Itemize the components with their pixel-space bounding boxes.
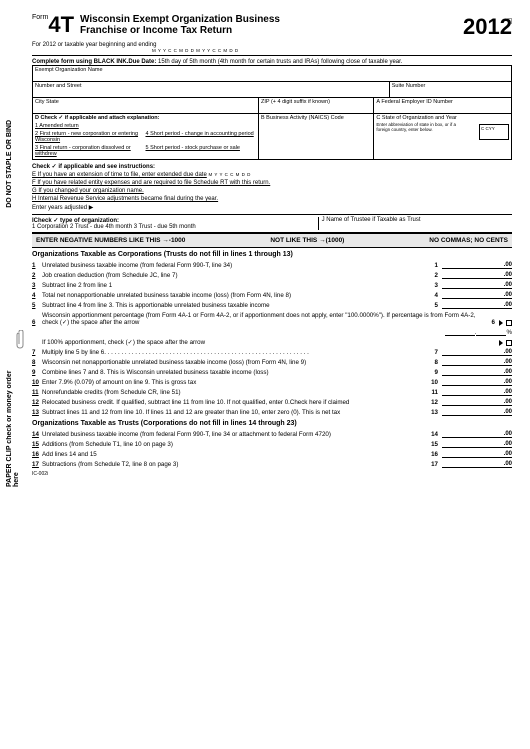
check-6a[interactable] (506, 320, 512, 326)
pct-sign: % (506, 329, 512, 336)
line-15: Additions (from Schedule T1, line 10 on … (42, 441, 430, 448)
amt-9[interactable]: .00 (442, 369, 512, 376)
line-12: Relocated business credit. If qualified,… (42, 399, 430, 406)
paper-clip-text: PAPER CLIP check or money order here (6, 360, 20, 487)
check-e[interactable]: E If you have an extension of time to fi… (32, 172, 207, 178)
amt-15[interactable]: .00 (442, 441, 512, 448)
section-c: C State of Organization and Year Enter a… (374, 113, 512, 160)
line-9: Combine lines 7 and 8. This is Wisconsin… (42, 369, 430, 376)
line-5: Subtract line 4 from line 3. This is app… (42, 302, 430, 309)
tax-year: 2012 (463, 14, 512, 40)
do-not-staple-text: DO NOT STAPLE OR BIND (6, 120, 13, 208)
amt-14[interactable]: .00 (442, 431, 512, 438)
trustee-field[interactable]: J Name of Trustee if Taxable as Trust (318, 217, 512, 230)
form-label: Form (32, 14, 48, 21)
amt-3[interactable]: .00 (442, 282, 512, 289)
negative-numbers-bar: ENTER NEGATIVE NUMBERS LIKE THIS →-1000 … (32, 233, 512, 248)
street-field[interactable]: Number and Street (32, 81, 390, 97)
amt-17[interactable]: .00 (442, 461, 512, 468)
title-line2: Franchise or Income Tax Return (80, 25, 457, 36)
line-6b: If 100% apportionment, check (✓) the spa… (42, 339, 499, 346)
d-opt-1[interactable]: 1 Amended return (35, 123, 256, 129)
suite-field[interactable]: Suite Number (390, 81, 512, 97)
line-17: Subtractions (from Schedule T2, line 8 o… (42, 461, 430, 468)
amt-11[interactable]: .00 (442, 389, 512, 396)
amt-13[interactable]: .00 (442, 409, 512, 416)
fein-field[interactable]: A Federal Employer ID Number (374, 97, 512, 113)
line-1: Unrelated business taxable income (from … (42, 262, 430, 269)
pct-field[interactable] (445, 335, 475, 336)
amt-1[interactable]: .00 (442, 262, 512, 269)
line-14: Unrelated business taxable income (from … (42, 431, 430, 438)
title-line1: Wisconsin Exempt Organization Business (80, 14, 457, 25)
section-corps-title: Organizations Taxable as Corporations (T… (32, 251, 512, 258)
pct-dec-field[interactable] (476, 335, 506, 336)
line-13: Subtract lines 11 and 12 from line 10. I… (42, 409, 430, 416)
amt-4[interactable]: .00 (442, 292, 512, 299)
amt-16[interactable]: .00 (442, 451, 512, 458)
d-opt-2[interactable]: 2 First return - new corporation or ente… (35, 131, 145, 143)
check-6b[interactable] (506, 340, 512, 346)
amt-7[interactable]: .00 (442, 349, 512, 356)
amt-10[interactable]: .00 (442, 379, 512, 386)
section-d: D Check ✓ if applicable and attach expla… (32, 113, 259, 160)
paperclip-icon (16, 330, 26, 353)
line-10: Enter 7.9% (0.079) of amount on line 9. … (42, 379, 430, 386)
check-g[interactable]: G If you changed your organization name. (32, 187, 512, 195)
check-h-years[interactable]: Enter years adjusted ▶ (32, 203, 512, 212)
line-6: Wisconsin apportionment percentage (from… (42, 312, 487, 326)
line-16: Add lines 14 and 15 (42, 451, 430, 458)
amt-2[interactable]: .00 (442, 272, 512, 279)
check-header: Check ✓ if applicable and see instructio… (32, 164, 155, 170)
section-trusts-title: Organizations Taxable as Trusts (Corpora… (32, 420, 512, 427)
amt-5[interactable]: .00 (442, 302, 512, 309)
line-2: Job creation deduction (from Schedule JC… (42, 272, 430, 279)
check-e-fmt: M Y Y C C M D D (208, 172, 250, 177)
d-opt-5[interactable]: 5 Short period - stock purchase or sale (145, 145, 255, 157)
date-format: M Y Y C C M D D M Y Y C C M D D (152, 48, 512, 53)
check-i-opts[interactable]: 1 Corporation 2 Trust - due 4th month 3 … (32, 224, 318, 230)
amt-12[interactable]: .00 (442, 399, 512, 406)
line-7: Multiply line 5 by line 6 (42, 349, 430, 356)
check-f[interactable]: F If you have related entity expenses an… (32, 179, 512, 187)
check-h[interactable]: H Internal Revenue Service adjustments b… (32, 195, 512, 203)
line-11: Nonrefundable credits (from Schedule CR,… (42, 389, 430, 396)
c-cyy-box[interactable]: C CYY (479, 124, 509, 140)
d-opt-3[interactable]: 3 Final return - corporation dissolved o… (35, 145, 145, 157)
amt-8[interactable]: .00 (442, 359, 512, 366)
c-note: Enter abbreviation of state in box, or i… (376, 122, 456, 132)
city-state-field[interactable]: City State (32, 97, 259, 113)
line-8: Wisconsin net nonapportionable unrelated… (42, 359, 430, 366)
line-4: Total net nonapportionable unrelated bus… (42, 292, 430, 299)
zip-field[interactable]: ZIP (+ 4 digit suffix if known) (259, 97, 374, 113)
org-name-field[interactable]: Exempt Organization Name (32, 65, 512, 81)
form-code: IC-002i (32, 471, 512, 477)
naics-field[interactable]: B Business Activity (NAICS) Code (259, 113, 374, 160)
form-number: 4T (48, 14, 74, 36)
line-3: Subtract line 2 from line 1 (42, 282, 430, 289)
d-opt-4[interactable]: 4 Short period - change in accounting pe… (145, 131, 255, 143)
